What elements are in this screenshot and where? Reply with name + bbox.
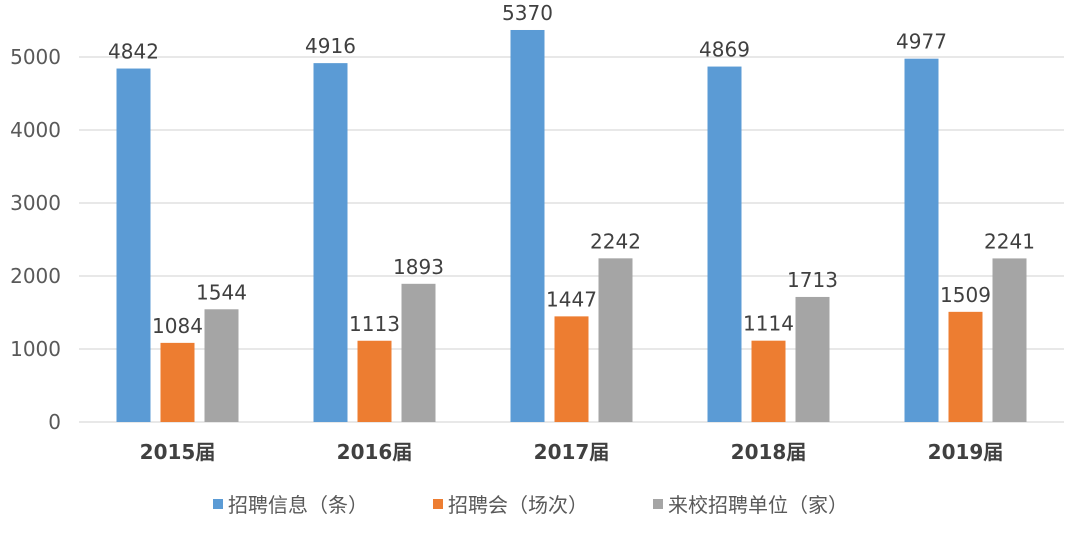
y-tick-label: 0 (48, 410, 61, 434)
data-label: 2241 (984, 229, 1035, 253)
data-labels: 4842 1084 1544 4916 1113 1893 5370 1447 2242 4869… (108, 1, 1035, 338)
data-label: 1114 (743, 312, 794, 336)
bar (401, 283, 436, 422)
bar (904, 58, 939, 422)
bar (160, 342, 195, 422)
bar (598, 258, 633, 422)
legend-label: 招聘会（场次） (448, 493, 588, 517)
data-label: 1084 (152, 314, 203, 338)
data-label: 1544 (196, 280, 247, 304)
data-label: 1509 (940, 283, 991, 307)
bar (992, 258, 1027, 422)
x-tick-label: 2017届 (534, 440, 610, 464)
legend-label: 招聘信息（条） (228, 493, 368, 517)
legend-swatch (433, 499, 443, 509)
x-axis: 2015届 2016届 2017届 2018届 2019届 (140, 440, 1004, 464)
y-tick-label: 4000 (10, 118, 61, 142)
data-label: 5370 (502, 1, 553, 25)
data-label: 4977 (896, 30, 947, 54)
x-tick-label: 2018届 (731, 440, 807, 464)
bar (313, 63, 348, 423)
data-label: 1447 (546, 287, 597, 311)
bar (707, 66, 742, 423)
data-label: 2242 (590, 229, 641, 253)
legend-label: 来校招聘单位（家） (668, 493, 848, 517)
bar (116, 68, 151, 422)
bar (510, 29, 545, 423)
bars (116, 29, 1027, 423)
legend-swatch (213, 499, 223, 509)
bar (357, 340, 392, 422)
gridlines (79, 56, 1064, 423)
legend-swatch (653, 499, 663, 509)
y-axis: 0 1000 2000 3000 4000 5000 (10, 45, 61, 434)
bar (204, 309, 239, 422)
legend: 招聘信息（条） 招聘会（场次） 来校招聘单位（家） (213, 493, 848, 517)
bar (554, 316, 589, 422)
data-label: 4916 (305, 34, 356, 58)
data-label: 4842 (108, 40, 159, 64)
data-label: 4869 (699, 38, 750, 62)
data-label: 1113 (349, 312, 400, 336)
y-tick-label: 1000 (10, 337, 61, 361)
data-label: 1893 (393, 255, 444, 279)
x-tick-label: 2019届 (928, 440, 1004, 464)
bar (751, 340, 786, 422)
bar (948, 311, 983, 422)
y-tick-label: 2000 (10, 264, 61, 288)
x-tick-label: 2015届 (140, 440, 216, 464)
bar (795, 296, 830, 422)
x-tick-label: 2016届 (337, 440, 413, 464)
y-tick-label: 5000 (10, 45, 61, 69)
data-label: 1713 (787, 268, 838, 292)
y-tick-label: 3000 (10, 191, 61, 215)
